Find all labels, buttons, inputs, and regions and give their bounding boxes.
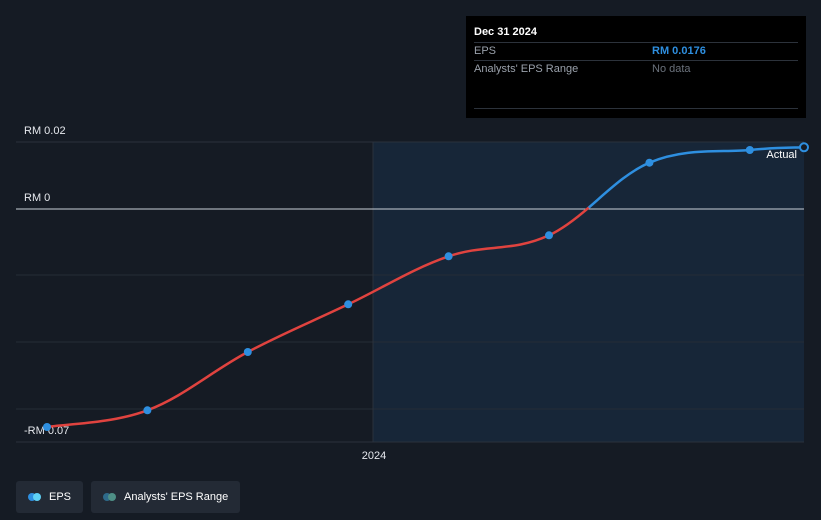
tooltip-row-eps: EPS RM 0.0176 xyxy=(474,42,798,60)
legend-dot xyxy=(28,493,36,501)
eps-end-marker xyxy=(799,142,809,153)
x-tick-2024: 2024 xyxy=(362,450,386,462)
tooltip-divider xyxy=(474,108,798,109)
eps-line-recent xyxy=(588,146,806,209)
eps-point[interactable] xyxy=(444,252,453,261)
legend-item-analyst-range[interactable]: Analysts' EPS Range xyxy=(91,481,241,513)
legend-label: Analysts' EPS Range xyxy=(124,491,229,503)
y-tick-bottom: -RM 0.07 xyxy=(24,425,69,437)
legend-dot xyxy=(108,493,117,501)
tooltip-date: Dec 31 2024 xyxy=(474,26,537,38)
legend-dot xyxy=(103,493,112,501)
eps-legend-icon xyxy=(28,493,41,501)
eps-point[interactable] xyxy=(43,423,51,431)
eps-point[interactable] xyxy=(745,146,754,154)
y-tick-zero: RM 0 xyxy=(24,192,50,204)
eps-point[interactable] xyxy=(344,300,353,309)
legend: EPS Analysts' EPS Range xyxy=(16,481,241,513)
eps-point[interactable] xyxy=(143,406,152,415)
eps-point[interactable] xyxy=(243,348,252,356)
tooltip-label: EPS xyxy=(474,45,497,57)
legend-item-eps[interactable]: EPS xyxy=(16,481,84,513)
tooltip-value: RM 0.0176 xyxy=(652,45,706,57)
tooltip-label: Analysts' EPS Range xyxy=(474,63,579,75)
eps-points xyxy=(43,146,754,431)
range-legend-icon xyxy=(103,493,117,501)
legend-label: EPS xyxy=(49,491,72,503)
tooltip-row-range: Analysts' EPS Range No data xyxy=(474,60,798,78)
eps-point[interactable] xyxy=(545,231,553,240)
y-tick-top: RM 0.02 xyxy=(24,125,66,137)
tooltip: Dec 31 2024 EPS RM 0.0176 Analysts' EPS … xyxy=(466,16,806,118)
actual-label: Actual xyxy=(766,149,797,161)
tooltip-value: No data xyxy=(652,63,691,75)
recent-period-shade xyxy=(373,142,804,442)
eps-point[interactable] xyxy=(645,158,654,167)
legend-dot xyxy=(33,493,41,501)
